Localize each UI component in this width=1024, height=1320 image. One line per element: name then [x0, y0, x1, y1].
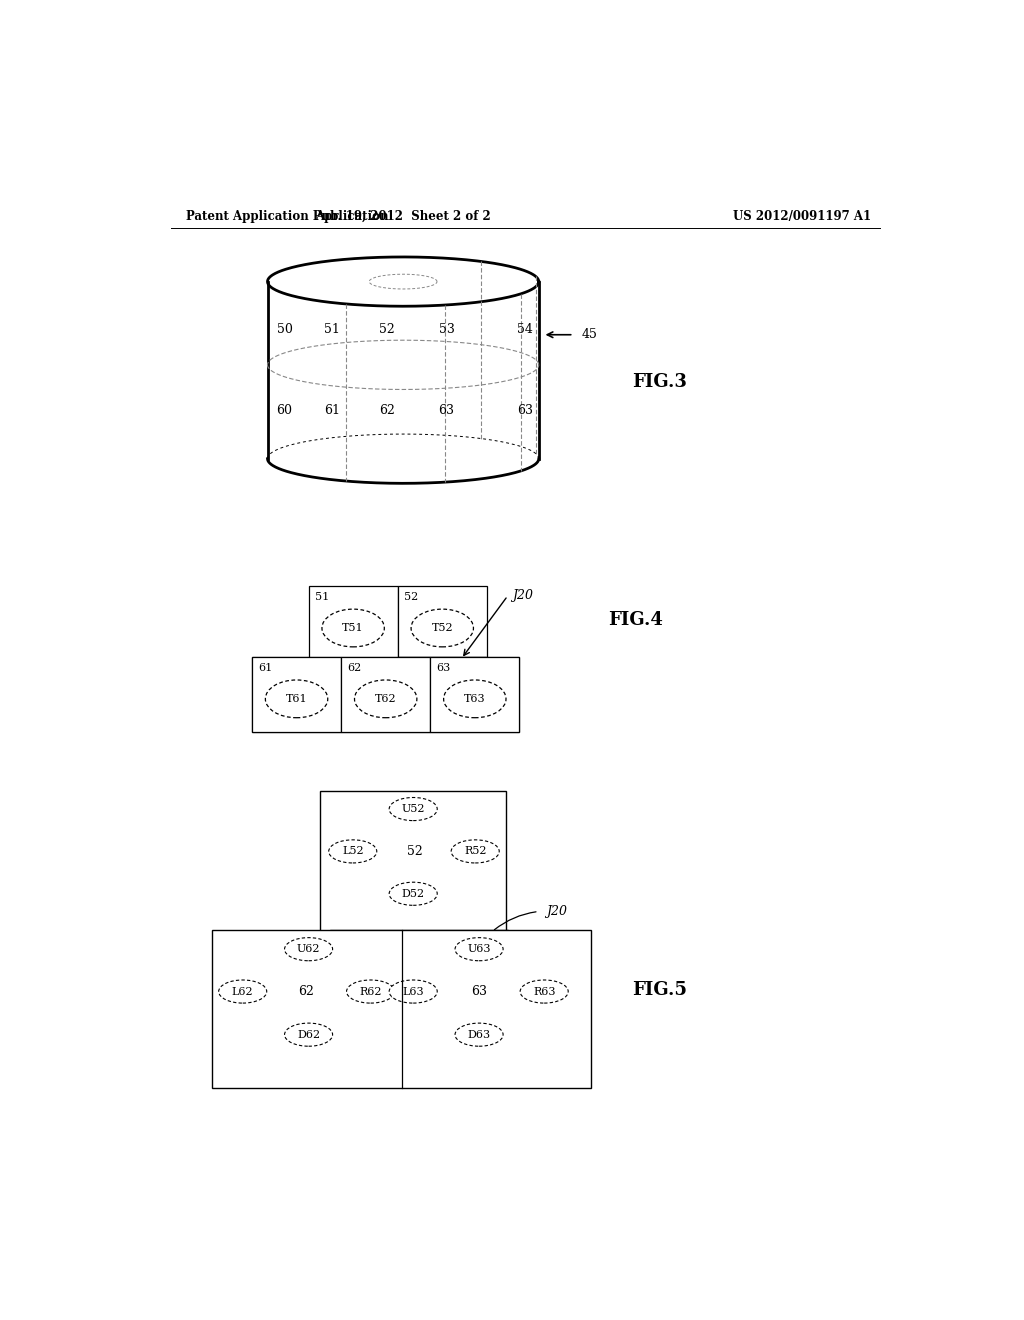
Text: 53: 53: [438, 323, 455, 335]
Bar: [252, 656, 341, 733]
Text: 61: 61: [258, 663, 272, 673]
Ellipse shape: [265, 680, 328, 718]
Text: D52: D52: [401, 888, 425, 899]
Ellipse shape: [455, 1023, 503, 1047]
Bar: [252, 656, 519, 733]
Ellipse shape: [322, 609, 384, 647]
Text: T62: T62: [375, 694, 396, 704]
Text: 63: 63: [517, 404, 532, 417]
Bar: [397, 586, 486, 661]
Bar: [212, 929, 592, 1088]
Ellipse shape: [346, 979, 394, 1003]
Text: D63: D63: [468, 1030, 490, 1040]
Text: U52: U52: [401, 804, 425, 814]
Text: 61: 61: [325, 404, 340, 417]
Ellipse shape: [354, 680, 417, 718]
Bar: [341, 656, 430, 733]
Text: J20: J20: [512, 589, 532, 602]
Ellipse shape: [389, 979, 437, 1003]
Text: T63: T63: [464, 694, 485, 704]
Text: 62: 62: [347, 663, 361, 673]
Text: R62: R62: [359, 986, 382, 997]
Text: 63: 63: [436, 663, 451, 673]
Text: US 2012/0091197 A1: US 2012/0091197 A1: [733, 210, 871, 223]
Text: T61: T61: [286, 694, 307, 704]
Ellipse shape: [389, 882, 437, 906]
Bar: [308, 586, 397, 661]
Text: 63: 63: [471, 985, 487, 998]
Ellipse shape: [285, 1023, 333, 1047]
Text: 63: 63: [438, 404, 455, 417]
Text: U62: U62: [297, 944, 321, 954]
Bar: [430, 656, 519, 733]
Text: 62: 62: [379, 404, 395, 417]
Ellipse shape: [219, 979, 266, 1003]
Text: T51: T51: [342, 623, 364, 634]
Text: 50: 50: [276, 323, 293, 335]
Text: D62: D62: [297, 1030, 321, 1040]
Text: L63: L63: [402, 986, 424, 997]
Ellipse shape: [285, 937, 333, 961]
Ellipse shape: [411, 609, 473, 647]
Text: T52: T52: [431, 623, 453, 634]
Text: R63: R63: [532, 986, 555, 997]
Text: J20: J20: [547, 906, 567, 917]
Ellipse shape: [443, 680, 506, 718]
Ellipse shape: [389, 797, 437, 821]
Text: U63: U63: [467, 944, 490, 954]
Text: 51: 51: [325, 323, 340, 335]
Text: FIG.3: FIG.3: [632, 372, 687, 391]
Text: 52: 52: [407, 845, 423, 858]
Text: 52: 52: [379, 323, 394, 335]
Bar: [321, 792, 506, 937]
Text: 51: 51: [314, 591, 329, 602]
Text: 60: 60: [276, 404, 293, 417]
Text: R52: R52: [464, 846, 486, 857]
Text: Patent Application Publication: Patent Application Publication: [186, 210, 389, 223]
Text: 45: 45: [582, 329, 597, 342]
Text: FIG.5: FIG.5: [632, 981, 687, 999]
Ellipse shape: [455, 937, 503, 961]
Text: L62: L62: [231, 986, 254, 997]
Ellipse shape: [520, 979, 568, 1003]
Ellipse shape: [329, 840, 377, 863]
Text: 54: 54: [517, 323, 532, 335]
Text: FIG.4: FIG.4: [608, 611, 664, 630]
Text: 62: 62: [298, 985, 314, 998]
Text: 52: 52: [403, 591, 418, 602]
Text: L52: L52: [342, 846, 364, 857]
Text: Apr. 19, 2012  Sheet 2 of 2: Apr. 19, 2012 Sheet 2 of 2: [315, 210, 490, 223]
Ellipse shape: [452, 840, 500, 863]
